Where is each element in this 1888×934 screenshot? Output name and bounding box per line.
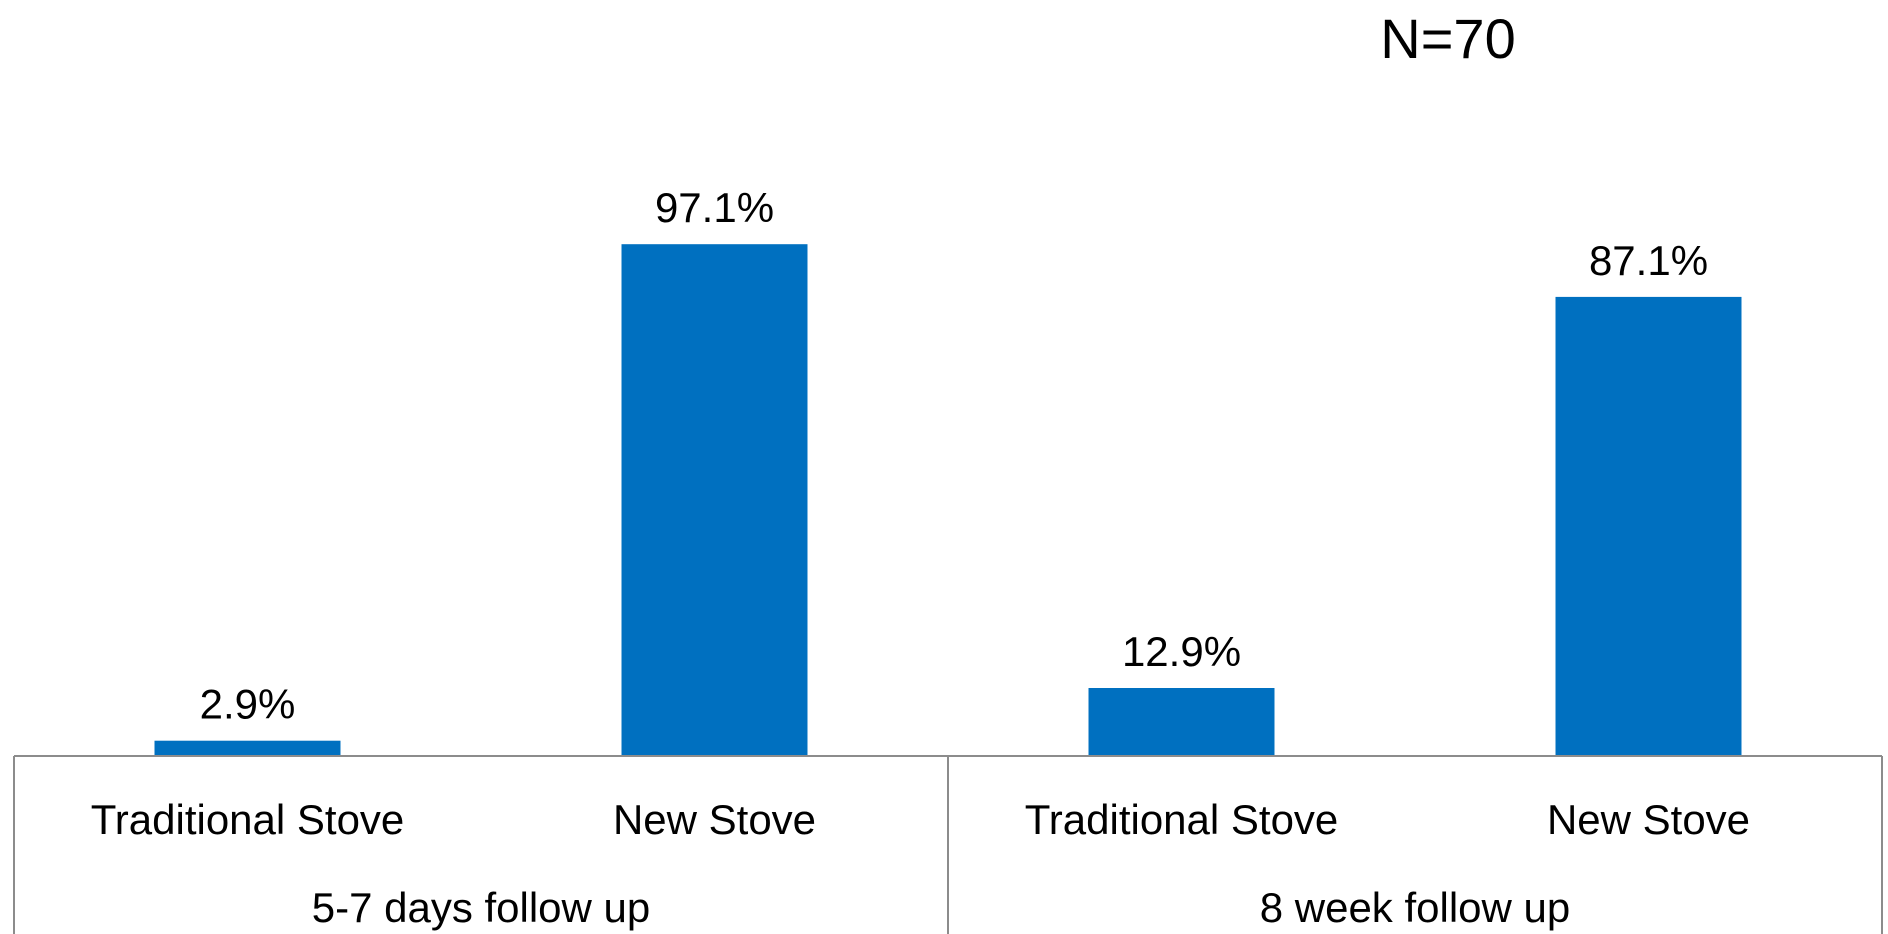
category-axis: Traditional Stove New Stove Traditional St… [13,755,1883,934]
sample-size-annotation: N=70 [1380,7,1515,70]
bar-2 [621,244,808,756]
bar-1 [154,740,341,756]
data-label-2: 97.1% [655,184,774,231]
category-label-1: Traditional Stove [91,796,405,843]
data-label-1: 2.9% [200,681,296,728]
data-label-3: 12.9% [1122,628,1241,675]
category-label-3: Traditional Stove [1025,796,1339,843]
bar-3 [1088,688,1275,756]
group-label-1: 5-7 days follow up [312,884,651,931]
data-label-4: 87.1% [1589,237,1708,284]
bar-4 [1555,296,1742,756]
group-label-2: 8 week follow up [1260,884,1571,931]
bars-layer [154,244,1742,756]
category-label-4: New Stove [1547,796,1750,843]
category-label-2: New Stove [613,796,816,843]
data-labels-layer: 2.9% 97.1% 12.9% 87.1% [200,184,1708,728]
